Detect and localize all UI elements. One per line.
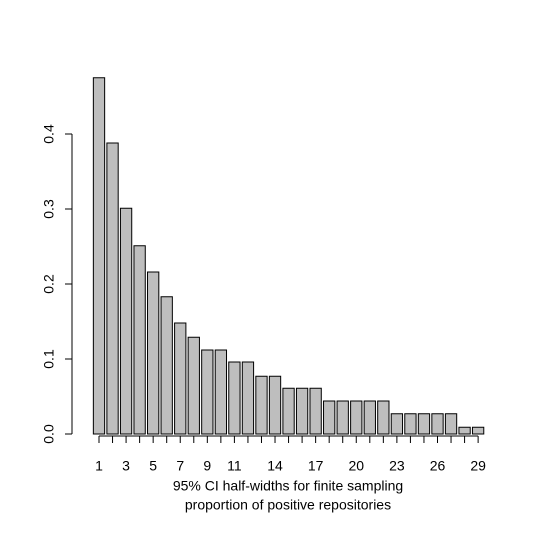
y-tick-label: 0.3 (41, 199, 57, 219)
bar (323, 400, 336, 435)
bar (309, 387, 322, 435)
x-tick-label: 3 (122, 458, 130, 474)
x-tick-label: 17 (308, 458, 324, 474)
bar (268, 375, 282, 435)
bar (363, 400, 376, 435)
bar (147, 271, 160, 435)
bar (444, 413, 458, 435)
bar (350, 400, 363, 435)
bar (458, 426, 471, 435)
x-tick-label: 29 (470, 458, 486, 474)
bar (160, 296, 173, 435)
bar (377, 400, 390, 435)
bar (417, 413, 431, 435)
bar (214, 349, 228, 435)
x-tick-label: 5 (149, 458, 157, 474)
bar (187, 336, 200, 435)
x-tick-label: 14 (267, 458, 283, 474)
x-tick-label: 11 (227, 458, 242, 474)
bar (404, 413, 417, 435)
y-tick-label: 0.4 (41, 124, 57, 144)
bar (228, 361, 241, 435)
bar (431, 413, 444, 435)
x-tick-label: 20 (348, 458, 364, 474)
bar (174, 322, 187, 435)
bar (92, 77, 106, 435)
x-tick-label: 23 (389, 458, 405, 474)
bar (255, 375, 268, 435)
y-tick-label: 0.0 (41, 424, 57, 444)
bar (390, 413, 404, 435)
bar (106, 142, 119, 435)
bar (295, 387, 309, 435)
bar (336, 400, 349, 435)
bar (133, 245, 146, 435)
x-tick-label: 1 (95, 458, 103, 474)
x-tick-label: 26 (430, 458, 446, 474)
bar (241, 361, 255, 435)
bar (471, 426, 485, 435)
x-tick-label: 9 (203, 458, 211, 474)
y-tick-label: 0.2 (41, 274, 57, 294)
x-axis-label: proportion of positive repositories (185, 497, 391, 513)
x-axis-label: 95% CI half-widths for finite sampling (173, 478, 403, 494)
y-tick-label: 0.1 (41, 349, 57, 369)
x-tick-label: 7 (176, 458, 184, 474)
bar (119, 207, 133, 435)
bar (282, 387, 295, 435)
bar (201, 349, 214, 435)
